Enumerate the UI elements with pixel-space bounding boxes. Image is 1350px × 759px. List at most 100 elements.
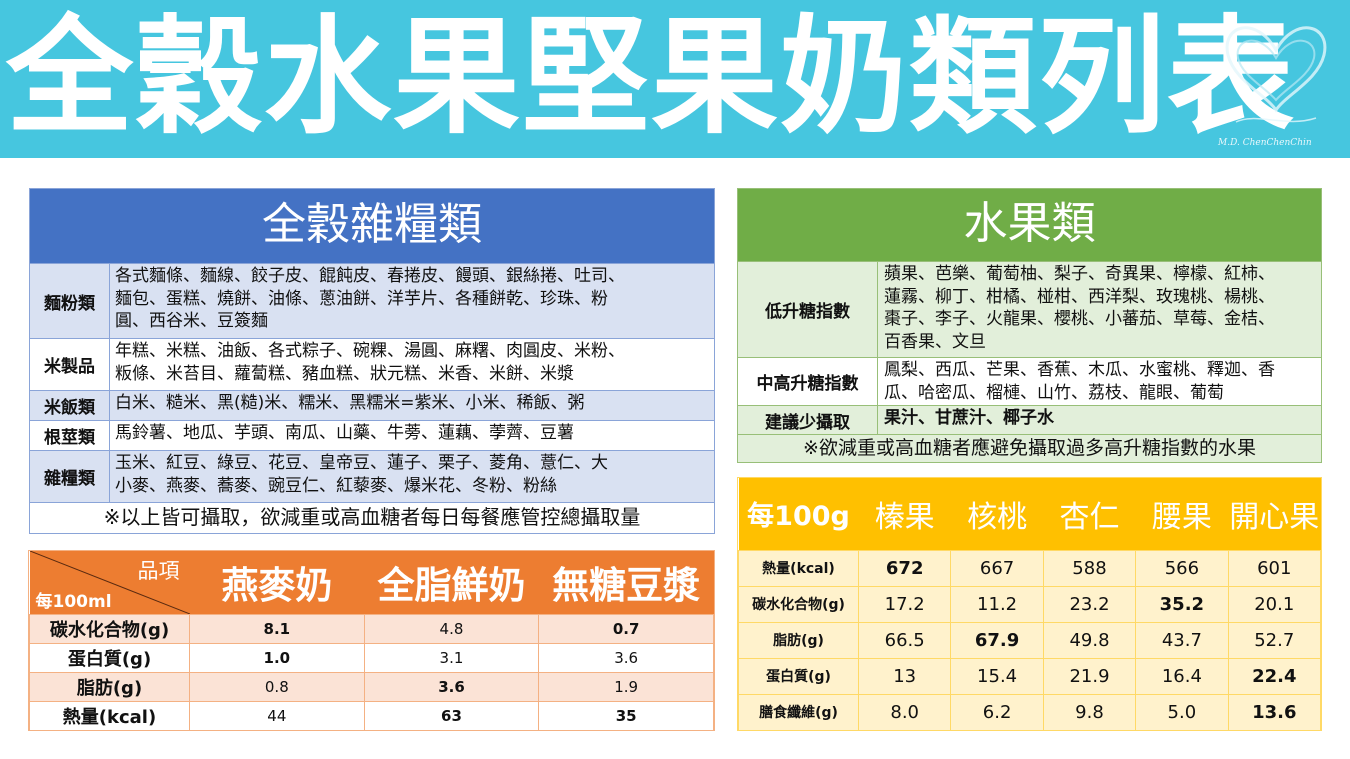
fruit-row-label: 中高升糖指數 <box>738 358 878 405</box>
grain-row-text: 各式麵條、麵線、餃子皮、餛飩皮、春捲皮、饅頭、銀絲捲、吐司、 麵包、蛋糕、燒餅、… <box>115 266 625 331</box>
grain-note: ※以上皆可攝取，欲減重或高血糖者每日每餐應管控總攝取量 <box>30 502 714 532</box>
grain-row-label: 雜糧類 <box>30 451 110 502</box>
nut-value-cell: 20.1 <box>1227 585 1322 623</box>
nut-value-cell: 17.2 <box>857 585 952 623</box>
fruit-row: 中高升糖指數 鳳梨、西瓜、芒果、香蕉、木瓜、水蜜桃、釋迦、香 瓜、哈密瓜、榴槤、… <box>738 357 1321 405</box>
nut-row: 熱量(kcal) 672 667 588 566 601 <box>738 549 1322 587</box>
milk-value-cell: 0.8 <box>189 671 365 702</box>
nut-value-cell: 35.2 <box>1135 585 1229 623</box>
fruit-row-label: 低升糖指數 <box>738 262 878 357</box>
fruit-row: 低升糖指數 蘋果、芭樂、葡萄柚、梨子、奇異果、檸檬、紅柿、 蓮霧、柳丁、柑橘、椪… <box>738 261 1321 357</box>
milk-corner-item: 品項 <box>137 559 180 583</box>
grain-row-text: 玉米、紅豆、綠豆、花豆、皇帝豆、蓮子、栗子、菱角、薏仁、大 小麥、燕麥、蕎麥、豌… <box>115 453 608 496</box>
nut-value-cell: 66.5 <box>857 621 952 659</box>
fruit-row-text: 鳳梨、西瓜、芒果、香蕉、木瓜、水蜜桃、釋迦、香 瓜、哈密瓜、榴槤、山竹、荔枝、龍… <box>884 360 1275 403</box>
nut-column-header: 杏仁 <box>1043 478 1136 550</box>
milk-column-header: 無糖豆漿 <box>538 551 714 614</box>
milk-value-cell: 8.1 <box>189 613 365 644</box>
fruit-header: 水果類 <box>738 189 1321 261</box>
milk-row: 熱量(kcal) 44 63 35 <box>29 700 714 731</box>
fruit-table: 水果類 低升糖指數 蘋果、芭樂、葡萄柚、梨子、奇異果、檸檬、紅柿、 蓮霧、柳丁、… <box>737 188 1322 463</box>
milk-row-label: 碳水化合物(g) <box>29 613 190 644</box>
signature-logo: M.D. ChenChenChin <box>1216 10 1336 152</box>
milk-value-cell: 3.1 <box>363 642 540 673</box>
nut-row: 碳水化合物(g) 17.2 11.2 23.2 35.2 20.1 <box>738 585 1322 623</box>
nut-value-cell: 13.6 <box>1227 693 1322 731</box>
nut-value-cell: 6.2 <box>950 693 1044 731</box>
grain-row-label: 米飯類 <box>30 391 110 420</box>
nut-column-header: 核桃 <box>950 478 1044 550</box>
milk-value-cell: 44 <box>189 700 365 731</box>
nut-value-cell: 667 <box>950 549 1044 587</box>
nut-value-cell: 21.9 <box>1042 657 1137 695</box>
grain-row-text: 白米、糙米、黑(糙)米、糯米、黑糯米=紫米、小米、稀飯、粥 <box>115 393 585 413</box>
nut-value-cell: 11.2 <box>950 585 1044 623</box>
signature-text: M.D. ChenChenChin <box>1218 138 1312 148</box>
fruit-row-label: 建議少攝取 <box>738 406 878 434</box>
nut-column-header: 腰果 <box>1135 478 1229 550</box>
nut-value-cell: 8.0 <box>857 693 952 731</box>
grain-row: 米製品 年糕、米糕、油飯、各式粽子、碗粿、湯圓、麻糬、肉圓皮、米粉、 粄條、米苔… <box>30 338 714 390</box>
milk-value-cell: 1.9 <box>538 671 714 702</box>
grain-row-text: 年糕、米糕、油飯、各式粽子、碗粿、湯圓、麻糬、肉圓皮、米粉、 粄條、米苔目、蘿蔔… <box>115 341 625 384</box>
nut-value-cell: 9.8 <box>1042 693 1137 731</box>
milk-row-label: 蛋白質(g) <box>29 642 190 673</box>
grain-row: 根莖類 馬鈴薯、地瓜、芋頭、南瓜、山藥、牛蒡、蓮藕、荸薺、豆薯 <box>30 420 714 450</box>
grain-row: 雜糧類 玉米、紅豆、綠豆、花豆、皇帝豆、蓮子、栗子、菱角、薏仁、大 小麥、燕麥、… <box>30 450 714 502</box>
milk-row: 碳水化合物(g) 8.1 4.8 0.7 <box>29 613 714 644</box>
milk-row-label: 脂肪(g) <box>29 671 190 702</box>
nut-table: 每100g 榛果 核桃 杏仁 腰果 開心果 熱量(kcal) 672 667 588 5… <box>737 477 1322 731</box>
nut-value-cell: 672 <box>857 549 952 587</box>
nut-value-cell: 22.4 <box>1227 657 1322 695</box>
grain-row: 米飯類 白米、糙米、黑(糙)米、糯米、黑糯米=紫米、小米、稀飯、粥 <box>30 390 714 420</box>
nut-corner-cell: 每100g <box>738 478 859 550</box>
nut-row: 膳食纖維(g) 8.0 6.2 9.8 5.0 13.6 <box>738 693 1322 731</box>
fruit-note: ※欲減重或高血糖者應避免攝取過多高升糖指數的水果 <box>738 434 1321 462</box>
nut-value-cell: 16.4 <box>1135 657 1229 695</box>
nut-row-label: 脂肪(g) <box>738 621 859 659</box>
grain-row-text: 馬鈴薯、地瓜、芋頭、南瓜、山藥、牛蒡、蓮藕、荸薺、豆薯 <box>115 423 574 443</box>
nut-row-label: 熱量(kcal) <box>738 549 859 587</box>
nut-value-cell: 566 <box>1135 549 1229 587</box>
milk-table: 品項 每100ml 燕麥奶 全脂鮮奶 無糖豆漿 碳水化合物(g) 8.1 4.8 0.… <box>28 550 715 731</box>
milk-value-cell: 0.7 <box>538 613 714 644</box>
milk-row-label: 熱量(kcal) <box>29 700 190 731</box>
title-banner: 全穀水果堅果奶類列表 M.D. ChenChenChin <box>0 0 1350 158</box>
milk-value-cell: 1.0 <box>189 642 365 673</box>
grain-header: 全穀雜糧類 <box>30 189 714 263</box>
nut-value-cell: 43.7 <box>1135 621 1229 659</box>
nut-row: 脂肪(g) 66.5 67.9 49.8 43.7 52.7 <box>738 621 1322 659</box>
page-title: 全穀水果堅果奶類列表 <box>6 3 1297 151</box>
nut-value-cell: 601 <box>1227 549 1322 587</box>
milk-corner-unit: 每100ml <box>35 591 112 612</box>
milk-value-cell: 3.6 <box>363 671 540 702</box>
nut-value-cell: 52.7 <box>1227 621 1322 659</box>
milk-row: 蛋白質(g) 1.0 3.1 3.6 <box>29 642 714 673</box>
milk-value-cell: 3.6 <box>538 642 714 673</box>
grain-row-label: 根莖類 <box>30 421 110 450</box>
milk-column-header: 燕麥奶 <box>189 551 365 614</box>
grain-table: 全穀雜糧類 麵粉類 各式麵條、麵線、餃子皮、餛飩皮、春捲皮、饅頭、銀絲捲、吐司、… <box>29 188 715 534</box>
nut-row-label: 蛋白質(g) <box>738 657 859 695</box>
fruit-row-text: 蘋果、芭樂、葡萄柚、梨子、奇異果、檸檬、紅柿、 蓮霧、柳丁、柑橘、椪柑、西洋梨、… <box>884 264 1275 352</box>
nut-value-cell: 15.4 <box>950 657 1044 695</box>
milk-value-cell: 63 <box>363 700 540 731</box>
nut-value-cell: 23.2 <box>1042 585 1137 623</box>
grain-row-label: 麵粉類 <box>30 264 110 338</box>
milk-value-cell: 4.8 <box>363 613 540 644</box>
grain-row: 麵粉類 各式麵條、麵線、餃子皮、餛飩皮、春捲皮、饅頭、銀絲捲、吐司、 麵包、蛋糕… <box>30 263 714 338</box>
nut-value-cell: 67.9 <box>950 621 1044 659</box>
nut-column-header: 開心果 <box>1228 478 1321 550</box>
nut-row-label: 膳食纖維(g) <box>738 693 859 731</box>
nut-row: 蛋白質(g) 13 15.4 21.9 16.4 22.4 <box>738 657 1322 695</box>
milk-corner-cell: 品項 每100ml <box>29 551 190 614</box>
nut-column-header: 榛果 <box>858 478 951 550</box>
fruit-row: 建議少攝取 果汁、甘蔗汁、椰子水 <box>738 405 1321 434</box>
nut-row-label: 碳水化合物(g) <box>738 585 859 623</box>
milk-column-header: 全脂鮮奶 <box>364 551 539 614</box>
nut-value-cell: 588 <box>1042 549 1137 587</box>
milk-row: 脂肪(g) 0.8 3.6 1.9 <box>29 671 714 702</box>
grain-row-label: 米製品 <box>30 339 110 390</box>
milk-value-cell: 35 <box>538 700 714 731</box>
